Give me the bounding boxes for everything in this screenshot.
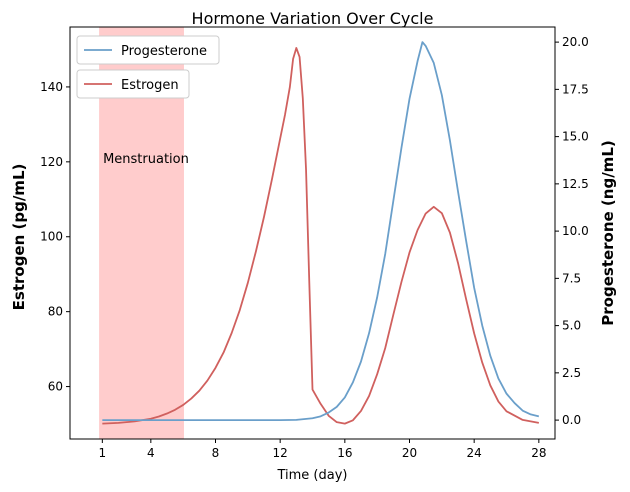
y-axis-left-label: Estrogen (pg/mL) (10, 164, 28, 311)
series-line-progesterone (102, 41, 540, 421)
legend-estrogen: Estrogen (76, 69, 190, 99)
x-tick-label: 1 (99, 446, 107, 460)
legend-progesterone: Progesterone (76, 35, 220, 65)
x-tick-label: 12 (273, 446, 288, 460)
y-right-tick-label: 15.0 (562, 130, 589, 144)
y-right-tick-label: 5.0 (562, 319, 581, 333)
y-left-tick-label: 60 (48, 380, 63, 394)
y-right-tick-label: 2.5 (562, 366, 581, 380)
x-tick-label: 16 (337, 446, 352, 460)
y-right-tick-label: 12.5 (562, 177, 589, 191)
y-left-tick-label: 80 (48, 305, 63, 319)
x-tick-label: 8 (212, 446, 220, 460)
legend-label-estrogen: Estrogen (121, 78, 179, 93)
x-axis-label: Time (day) (276, 468, 347, 483)
y-right-tick-label: 0.0 (562, 413, 581, 427)
chart-title: Hormone Variation Over Cycle (192, 9, 434, 28)
menstruation-label: Menstruation (103, 152, 189, 167)
y-axis-right-label: Progesterone (ng/mL) (599, 140, 617, 325)
y-left-tick-label: 100 (40, 230, 63, 244)
x-tick-label: 28 (531, 446, 546, 460)
plot-area-frame (69, 26, 556, 440)
x-tick-label: 20 (402, 446, 417, 460)
y-right-tick-label: 17.5 (562, 82, 589, 96)
y-right-tick-label: 20.0 (562, 35, 589, 49)
series-line-estrogen (102, 47, 539, 425)
x-tick-label: 4 (147, 446, 155, 460)
y-left-tick-label: 120 (40, 155, 63, 169)
y-right-tick-label: 7.5 (562, 271, 581, 285)
y-right-tick-label: 10.0 (562, 224, 589, 238)
y-left-tick-label: 140 (40, 80, 63, 94)
legend-label-progesterone: Progesterone (121, 44, 207, 59)
x-tick-label: 24 (467, 446, 482, 460)
